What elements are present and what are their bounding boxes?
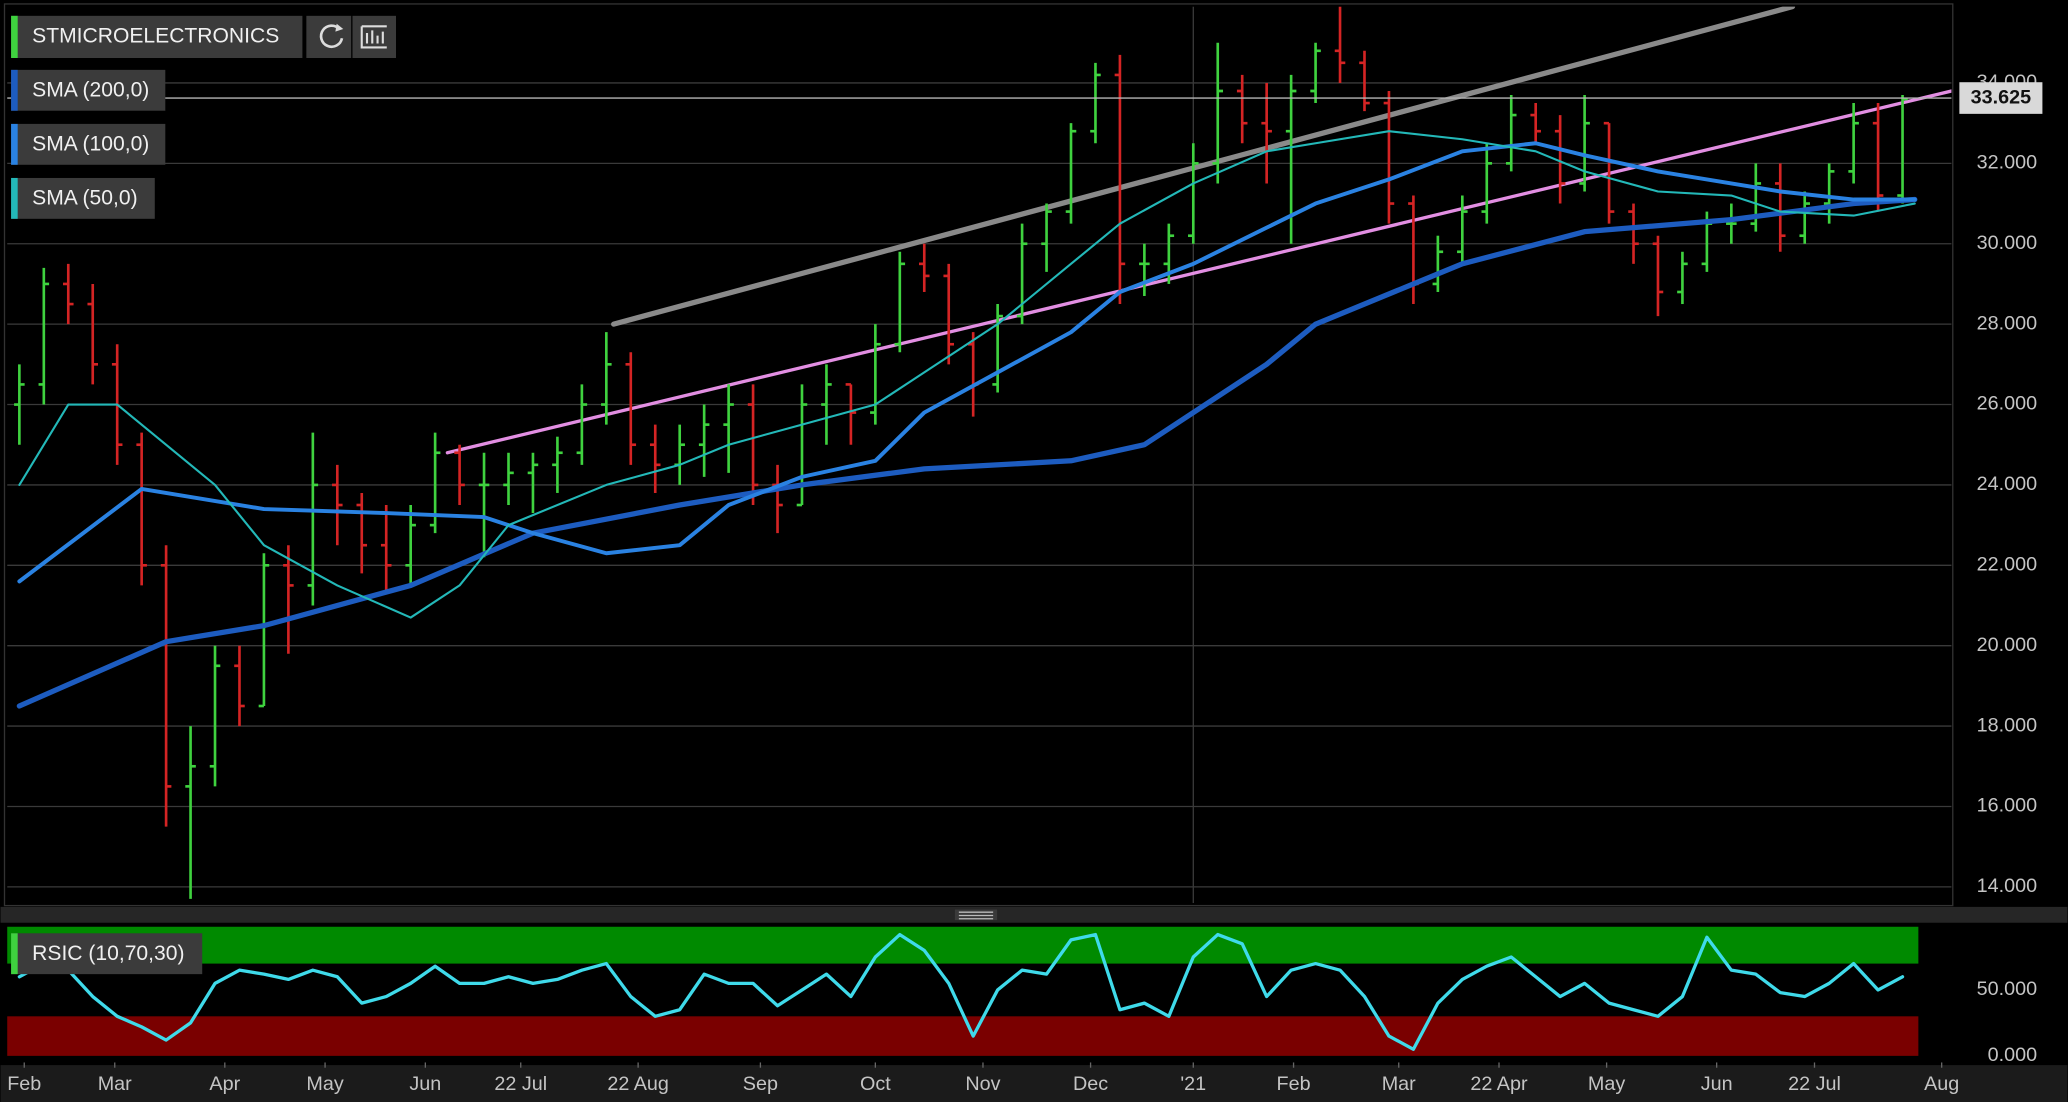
panel [7, 926, 1919, 1056]
x-tick-label: May [1588, 1073, 1625, 1095]
y-tick-label: 20.000 [1977, 634, 2037, 656]
chart-settings-button[interactable] [352, 15, 397, 58]
y-tick-label: 16.000 [1977, 795, 2037, 817]
x-axis-strip [0, 1065, 2068, 1102]
x-tick-label: Sep [743, 1073, 778, 1095]
x-tick-label: 22 Apr [1470, 1073, 1528, 1095]
legend-swatch [11, 933, 18, 975]
refresh-button[interactable] [306, 15, 352, 58]
x-tick-label: Feb [7, 1073, 41, 1095]
legend-box[interactable] [11, 933, 203, 975]
y-tick-label: 26.000 [1977, 393, 2037, 415]
x-tick-label: Feb [1277, 1073, 1311, 1095]
y-tick-label: 30.000 [1977, 232, 2037, 254]
x-tick-label: May [306, 1073, 343, 1095]
x-tick-label: Nov [965, 1073, 1000, 1095]
legend-swatch [11, 15, 18, 58]
refresh-arrow [335, 23, 344, 32]
x-tick-label: Mar [1382, 1073, 1416, 1095]
x-tick-label: Mar [98, 1073, 132, 1095]
panel [7, 6, 1952, 903]
y-tick-label: 18.000 [1977, 714, 2037, 736]
legend: STMICROELECTRONICS SMA (200,0) SMA (100,… [11, 15, 397, 975]
y-tick-label: 24.000 [1977, 473, 2037, 495]
y-tick-label: 22.000 [1977, 554, 2037, 576]
x-tick-label: 22 Jul [1788, 1073, 1841, 1095]
x-tick-label: Apr [209, 1073, 240, 1095]
legend-label: STMICROELECTRONICS [32, 24, 279, 47]
x-tick-label: 22 Jul [494, 1073, 547, 1095]
x-tick-label: Aug [1924, 1073, 1959, 1095]
series-line [17, 932, 1905, 1051]
rsi-band [7, 1016, 1919, 1056]
legend-box[interactable] [11, 177, 155, 219]
y-tick-label: 32.000 [1977, 152, 2037, 174]
chart-icon [360, 25, 387, 49]
legend-label: SMA (200,0) [32, 79, 149, 102]
x-tick-label: '21 [1180, 1073, 1206, 1095]
x-tick-label: 22 Aug [607, 1073, 669, 1095]
legend-box[interactable] [11, 69, 166, 111]
legend-swatch [11, 123, 18, 165]
trend-line [445, 89, 1952, 455]
series-line [16, 196, 1918, 709]
last-price-box [1959, 82, 2043, 114]
legend-label: SMA (100,0) [32, 133, 149, 156]
last-price-label: 33.625 [1971, 86, 2031, 108]
price-panel-frame [3, 3, 1954, 907]
x-tick-label: Jun [1701, 1073, 1733, 1095]
legend-box[interactable] [11, 15, 303, 58]
legend-swatch [11, 177, 18, 219]
x-tick-label: Jun [409, 1073, 441, 1095]
refresh-icon [319, 24, 344, 48]
legend-label: SMA (50,0) [32, 187, 137, 210]
y-tick-label: 28.000 [1977, 312, 2037, 334]
x-tick-label: Oct [860, 1073, 891, 1095]
trend-line [611, 6, 1796, 327]
x-tick-label: Dec [1073, 1073, 1108, 1095]
legend-box[interactable] [11, 123, 166, 165]
legend-label: RSIC (10,70,30) [32, 942, 184, 965]
panel-separator [0, 906, 2068, 923]
y-tick-label: 0.000 [1988, 1044, 2037, 1066]
separator-handle[interactable] [954, 909, 998, 921]
series-line [18, 130, 1916, 619]
legend-swatch [11, 69, 18, 111]
series-line [17, 141, 1917, 584]
axes: 14.000 16.000 18.000 20.000 22.000 24.000 26.0… [7, 71, 2043, 1095]
rsi-band [7, 926, 1919, 964]
y-tick-label: 14.000 [1977, 875, 2037, 897]
y-tick-label: 50.000 [1977, 978, 2037, 1000]
plot [7, 6, 1952, 1056]
